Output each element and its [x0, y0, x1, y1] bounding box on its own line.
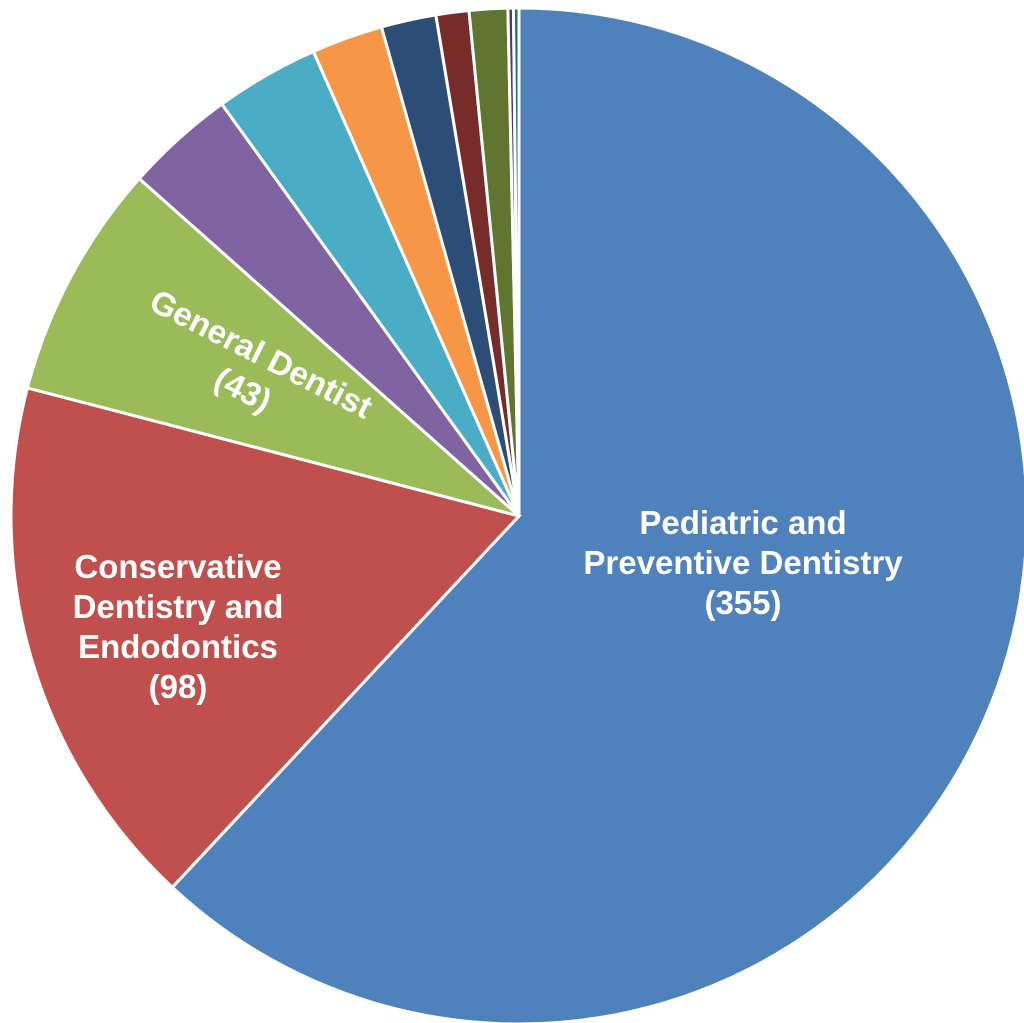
- pie-label-line: (98): [149, 668, 208, 705]
- pie-label-line: Pediatric and: [639, 504, 846, 541]
- pie-label-line: Dentistry and: [73, 588, 284, 625]
- pie-label-line: Preventive Dentistry: [583, 544, 903, 581]
- pie-label-line: (355): [704, 584, 781, 621]
- pie-slices: [11, 8, 1024, 1023]
- pie-label-line: Conservative: [74, 548, 281, 585]
- pie-label-line: Endodontics: [78, 628, 278, 665]
